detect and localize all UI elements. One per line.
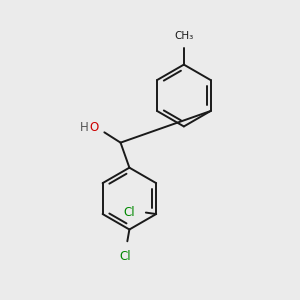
Text: H: H (80, 122, 89, 134)
Text: CH₃: CH₃ (174, 31, 194, 41)
Text: Cl: Cl (119, 250, 131, 263)
Text: Cl: Cl (123, 206, 135, 219)
Text: O: O (89, 122, 98, 134)
